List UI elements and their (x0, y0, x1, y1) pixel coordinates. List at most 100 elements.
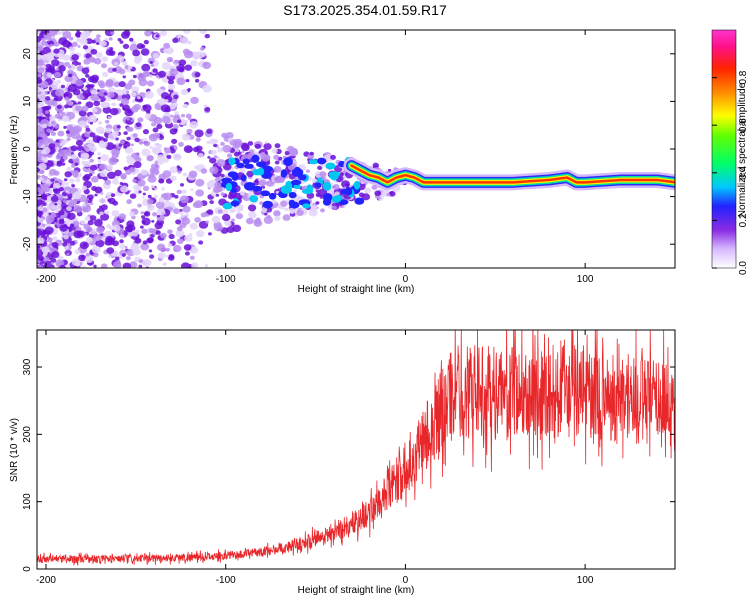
noise-speckle (148, 74, 153, 78)
noise-speckle (200, 168, 208, 174)
noise-speckle (138, 259, 144, 264)
noise-speckle (137, 96, 141, 100)
track-peak (350, 164, 675, 184)
noise-speckle (154, 142, 159, 147)
noise-speckle (290, 211, 295, 215)
noise-speckle (46, 219, 53, 225)
noise-speckle (77, 45, 81, 48)
noise-speckle (51, 241, 59, 248)
noise-speckle (128, 167, 136, 173)
noise-speckle (134, 237, 142, 244)
noise-speckle (55, 155, 62, 160)
noise-speckle (188, 170, 198, 178)
noise-speckle (50, 212, 57, 219)
noise-speckle (115, 256, 120, 261)
noise-speckle (94, 186, 103, 194)
noise-speckle (154, 187, 158, 191)
noise-speckle (50, 195, 59, 203)
noise-speckle (89, 132, 96, 138)
noise-speckle (372, 162, 380, 169)
noise-speckle (216, 159, 226, 167)
noise-speckle (147, 194, 152, 199)
noise-speckle (179, 211, 184, 215)
noise-speckle (107, 116, 111, 119)
noise-speckle (327, 190, 331, 194)
noise-speckle (38, 163, 47, 171)
noise-speckle (85, 252, 91, 258)
noise-speckle (146, 198, 154, 205)
x-tick-label: -100 (216, 274, 236, 285)
noise-speckle (156, 88, 162, 93)
noise-speckle (149, 167, 159, 175)
noise-speckle (315, 201, 320, 205)
y-tick-label: 200 (22, 426, 33, 443)
noise-speckle (187, 40, 192, 45)
signal-blob (289, 201, 300, 209)
signal-blob (306, 184, 314, 194)
noise-speckle (199, 30, 208, 35)
noise-speckle (240, 142, 249, 150)
noise-speckle (93, 57, 102, 65)
noise-speckle (203, 104, 208, 108)
noise-speckle (141, 196, 145, 199)
noise-speckle (110, 193, 116, 198)
noise-speckle (104, 37, 109, 41)
noise-speckle (179, 183, 185, 187)
noise-speckle (41, 207, 48, 213)
signal-blob (338, 199, 349, 205)
signal-blob (288, 192, 297, 199)
noise-speckle (50, 261, 54, 265)
noise-speckle (198, 240, 204, 245)
signal-blob (308, 158, 319, 165)
noise-speckle (65, 182, 70, 186)
noise-speckle (169, 48, 174, 53)
noise-speckle (204, 33, 211, 39)
noise-speckle (91, 245, 101, 254)
y-tick-label: 0 (22, 146, 33, 152)
noise-speckle (63, 178, 68, 182)
noise-speckle (181, 189, 187, 194)
noise-speckle (68, 36, 74, 41)
noise-speckle (184, 234, 193, 242)
signal-blob (221, 177, 233, 183)
noise-speckle (177, 170, 182, 174)
noise-speckle (81, 67, 90, 74)
noise-speckle (189, 222, 198, 230)
noise-speckle (123, 145, 127, 149)
noise-speckle (144, 113, 152, 119)
noise-speckle (122, 107, 127, 111)
noise-speckle (119, 234, 125, 239)
noise-speckle (141, 228, 148, 234)
noise-speckle (99, 163, 107, 171)
noise-speckle (67, 84, 78, 93)
noise-speckle (53, 48, 60, 54)
noise-speckle (95, 126, 105, 134)
signal-blob (251, 154, 260, 163)
noise-speckle (65, 190, 69, 193)
noise-speckle (158, 98, 167, 106)
noise-speckle (110, 31, 115, 35)
noise-speckle (96, 89, 100, 92)
noise-speckle (93, 219, 103, 227)
noise-speckle (63, 155, 68, 160)
noise-speckle (247, 211, 257, 219)
noise-speckle (96, 42, 100, 46)
noise-speckle (152, 68, 158, 73)
noise-speckle (58, 187, 65, 192)
noise-speckle (86, 81, 90, 85)
noise-speckle (170, 175, 177, 182)
noise-speckle (84, 216, 91, 221)
noise-speckle (221, 213, 231, 222)
noise-speckle (230, 207, 237, 213)
noise-speckle (68, 73, 73, 78)
noise-speckle (186, 128, 193, 135)
noise-speckle (209, 166, 219, 175)
noise-speckle (63, 149, 72, 157)
noise-speckle (137, 203, 142, 208)
noise-speckle (88, 56, 95, 62)
noise-speckle (52, 182, 61, 189)
noise-speckle (48, 65, 54, 71)
noise-speckle (75, 140, 83, 147)
noise-speckle (166, 56, 174, 63)
